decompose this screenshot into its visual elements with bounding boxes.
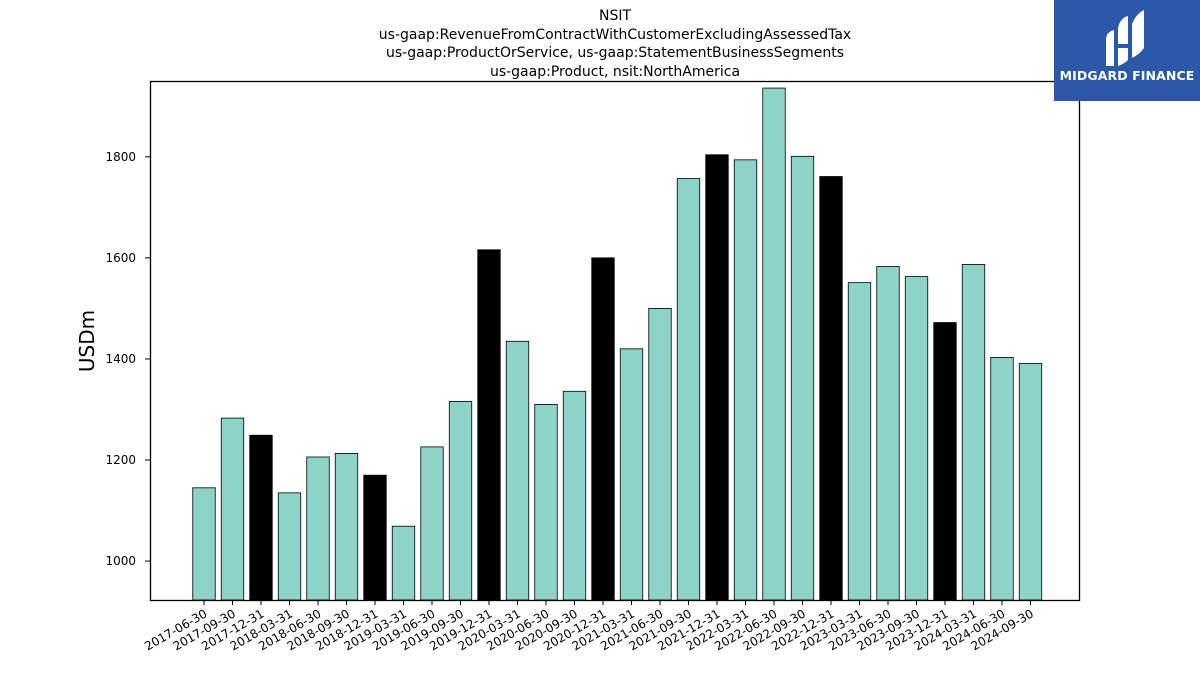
- bar: [192, 487, 216, 601]
- y-tick-label: 1200: [105, 453, 136, 467]
- bar: [733, 159, 758, 601]
- bar: [505, 340, 530, 601]
- bar: [990, 357, 1014, 601]
- brand-name: MIDGARD FINANCE: [1059, 68, 1195, 83]
- y-tick-label: 1000: [105, 554, 136, 568]
- bar: [420, 446, 444, 601]
- midgard-finance-logo: MIDGARD FINANCE: [1054, 0, 1200, 101]
- chart-title-line: us-gaap:ProductOrService, us-gaap:Statem…: [385, 45, 844, 61]
- x-axis: 2017-06-302017-09-302017-12-312018-03-31…: [142, 600, 1036, 653]
- chart-title-line: us-gaap:RevenueFromContractWithCustomerE…: [378, 26, 852, 43]
- bar: [961, 264, 986, 601]
- bar: [819, 176, 843, 601]
- y-axis-label: USDm: [75, 310, 99, 372]
- bar: [876, 266, 900, 601]
- bar: [562, 390, 587, 601]
- y-tick-label: 1800: [105, 150, 136, 164]
- chart-title-line: NSIT: [598, 8, 632, 24]
- y-axis: 1000 1200 1400 1600 1800: [105, 150, 150, 568]
- y-tick-label: 1600: [105, 251, 136, 265]
- bar: [277, 492, 302, 601]
- bar: [249, 434, 273, 601]
- bar: [847, 282, 872, 601]
- bar: [790, 155, 815, 601]
- bar: [591, 257, 615, 601]
- bar: [705, 154, 729, 601]
- bar: [306, 456, 330, 601]
- y-tick-label: 1400: [105, 352, 136, 366]
- chart-title-line: us-gaap:Product, nsit:NorthAmerica: [489, 63, 741, 80]
- bar: [391, 525, 416, 601]
- bars-group: [192, 87, 1043, 601]
- bar: [1018, 363, 1043, 601]
- bar: [904, 276, 929, 601]
- bar: [619, 348, 644, 601]
- midgard-mark-icon: [1106, 10, 1144, 66]
- bar: [448, 400, 473, 601]
- bar: [220, 417, 245, 601]
- chart-title: NSIT us-gaap:RevenueFromContractWithCust…: [150, 7, 1080, 81]
- bar: [933, 322, 957, 601]
- bar: [334, 453, 359, 601]
- bar: [363, 474, 387, 601]
- bar: [534, 404, 558, 601]
- plot-frame: [149, 80, 1081, 602]
- bar: [676, 178, 701, 601]
- bar: [762, 87, 786, 601]
- bar: [648, 308, 672, 601]
- bar: [477, 249, 501, 601]
